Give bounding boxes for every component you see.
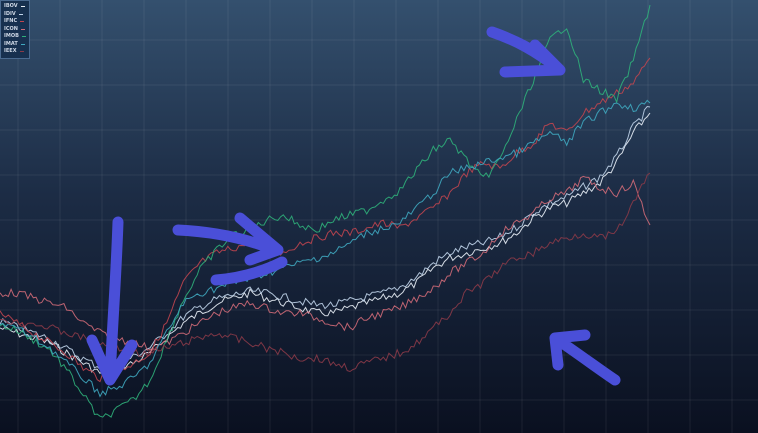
legend-label: IFNC <box>4 18 18 24</box>
series-line-imat <box>0 99 651 398</box>
legend-swatch <box>20 28 25 30</box>
legend-label: ICON <box>4 25 18 32</box>
legend-swatch <box>21 36 26 38</box>
legend-item: IDIV <box>4 11 26 19</box>
legend-item: IFNC <box>4 18 26 26</box>
legend-label: IMAT <box>4 40 18 47</box>
legend-item: ICON <box>4 26 26 34</box>
annotation-arrow-right <box>172 212 284 266</box>
annotation-arrow-down <box>86 216 138 386</box>
legend: IBOV IDIV IFNC ICON IMOB IMAT IEEX <box>0 0 30 59</box>
legend-swatch <box>20 21 25 23</box>
legend-item: IMAT <box>4 41 26 49</box>
legend-swatch <box>19 51 24 53</box>
legend-item: IEEX <box>4 48 26 56</box>
legend-label: IMOB <box>4 33 19 39</box>
legend-label: IEEX <box>4 48 17 54</box>
legend-item: IMOB <box>4 33 26 41</box>
legend-swatch <box>20 43 25 45</box>
legend-label: IBOV <box>4 3 18 9</box>
annotation-arrow-up-left <box>549 329 621 386</box>
annotation-arrow-right <box>210 256 288 286</box>
legend-swatch <box>18 13 23 15</box>
legend-swatch <box>20 6 25 8</box>
legend-item: IBOV <box>4 3 26 11</box>
series-line-idiv <box>0 105 651 370</box>
series-line-icon <box>0 175 651 351</box>
annotation-arrow-up-right <box>486 26 566 78</box>
legend-label: IDIV <box>4 10 16 17</box>
